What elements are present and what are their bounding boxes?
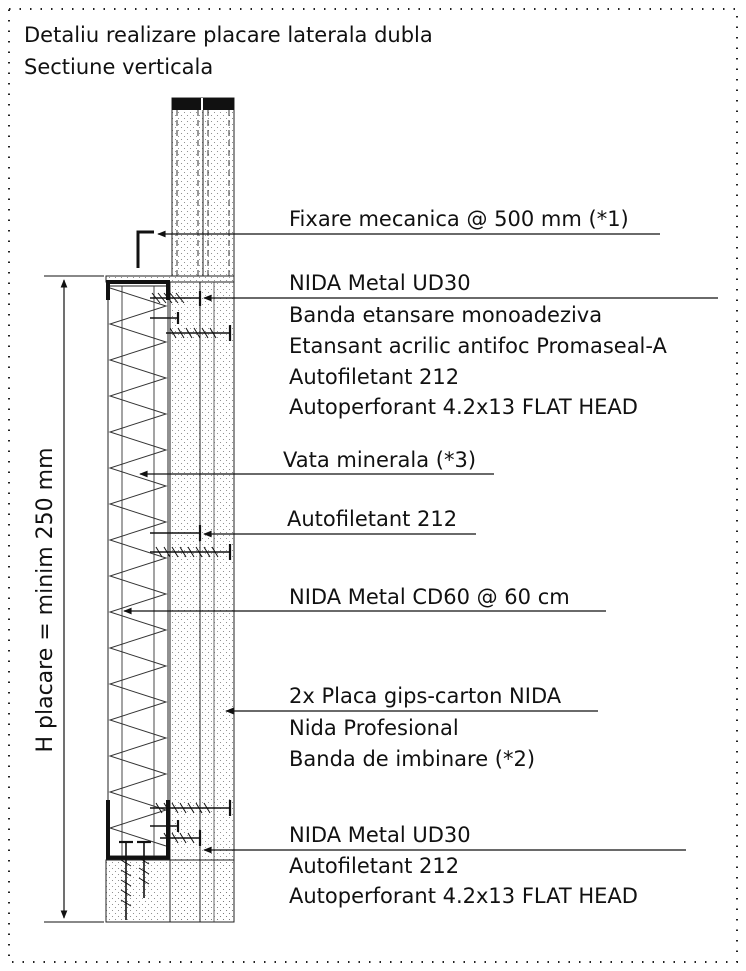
label-etansant: Etansant acrilic antifoc Promaseal-A <box>289 334 668 358</box>
label-autofiletant-bottom: Autofiletant 212 <box>289 854 459 878</box>
label-placa: 2x Placa gips-carton NIDA <box>289 684 562 708</box>
label-ud30-top: NIDA Metal UD30 <box>289 271 471 295</box>
label-autofiletant-mid: Autofiletant 212 <box>287 507 457 531</box>
label-autoperforant-bottom: Autoperforant 4.2x13 FLAT HEAD <box>289 884 638 908</box>
label-banda-etansare: Banda etansare monoadeziva <box>289 303 602 327</box>
screws <box>119 291 232 920</box>
label-nida-prof: Nida Profesional <box>289 716 459 740</box>
leader-lines <box>123 230 718 854</box>
upper-wall <box>171 97 235 277</box>
title-line-2: Sectiune verticala <box>24 55 213 79</box>
label-autoperforant-top: Autoperforant 4.2x13 FLAT HEAD <box>289 395 638 419</box>
label-cd60: NIDA Metal CD60 @ 60 cm <box>289 585 570 609</box>
bottom-slab <box>105 859 235 923</box>
dimension-line <box>44 275 104 923</box>
dimension-label: H placare = minim 250 mm <box>33 447 58 752</box>
ud30-bottom-profile <box>106 800 170 860</box>
label-vata: Vata minerala (*3) <box>283 448 476 472</box>
label-ud30-bottom: NIDA Metal UD30 <box>289 823 471 847</box>
label-banda-imbinare: Banda de imbinare (*2) <box>289 747 535 771</box>
label-fixare: Fixare mecanica @ 500 mm (*1) <box>289 207 629 231</box>
ud30-top-profile <box>106 280 170 300</box>
title-line-1: Detaliu realizare placare laterala dubla <box>24 23 433 47</box>
gypsum-boards <box>169 281 235 923</box>
mineral-wool <box>107 285 169 857</box>
labels: Fixare mecanica @ 500 mm (*1) NIDA Metal… <box>283 207 668 908</box>
mechanical-fixing-angle <box>136 230 154 268</box>
label-autofiletant-top: Autofiletant 212 <box>289 365 459 389</box>
